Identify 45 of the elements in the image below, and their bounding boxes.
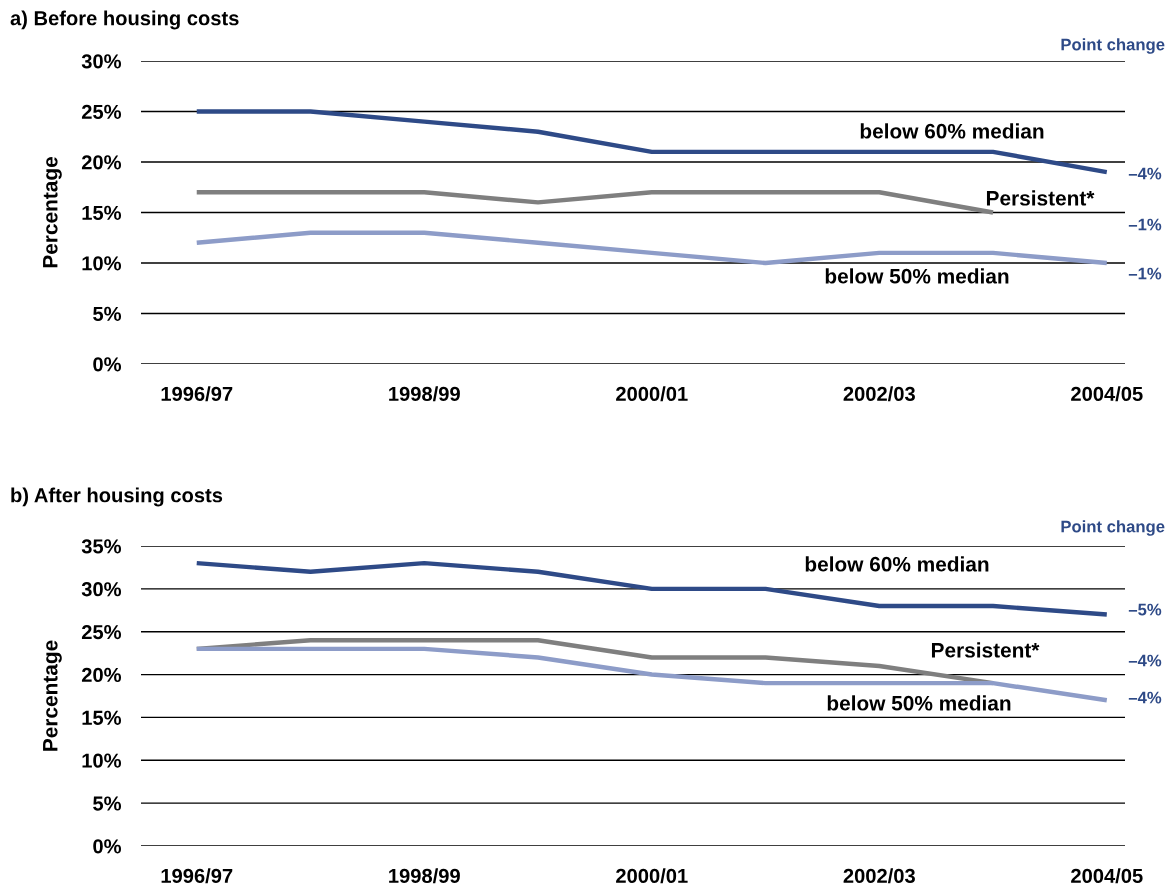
text: –1% [1128, 218, 1162, 231]
y-tick-label: 10% [82, 256, 122, 271]
x-tick-label: 1998/99 [389, 868, 460, 884]
y-tick-label: 15% [82, 205, 122, 220]
y-axis-title: Percentage [43, 640, 62, 751]
chart-title: b) After housing costs [11, 487, 223, 507]
y-tick-label: 5% [93, 796, 122, 811]
y-tick-label: 25% [81, 624, 122, 640]
text: –4% [1128, 167, 1162, 180]
series-label: below 50% median [827, 695, 1011, 711]
y-tick-label: 30% [81, 54, 122, 69]
x-tick-label: 2004/05 [1071, 868, 1143, 884]
x-tick-label: 2002/03 [843, 868, 915, 884]
y-tick-label: 5% [93, 306, 122, 321]
x-tick-label: 1998/99 [389, 386, 460, 402]
series-label: below 50% median [825, 268, 1009, 284]
y-tick-label: 20% [81, 155, 122, 170]
chart-title: a) Before housing costs [10, 10, 239, 30]
y-tick-label: 0% [93, 839, 122, 854]
y-tick-label: 20% [81, 667, 122, 683]
y-tick-label: 15% [82, 710, 122, 725]
text: Point change [1061, 520, 1165, 536]
x-tick-label: 2004/05 [1071, 386, 1143, 402]
x-tick-label: 2000/01 [616, 868, 688, 884]
y-tick-label: 25% [81, 104, 122, 119]
y-tick-label: 10% [82, 753, 122, 768]
text: –5% [1128, 603, 1162, 616]
series-label: below 60% median [860, 123, 1044, 139]
y-tick-label: 35% [81, 539, 122, 554]
line-series [194, 230, 1110, 266]
y-axis-title: Percentage [43, 157, 62, 268]
y-tick-label: 30% [81, 582, 122, 597]
series-label: below 60% median [805, 556, 989, 572]
line-series [194, 109, 1110, 175]
x-tick-label: 1996/97 [161, 868, 233, 884]
series-label: Persistent* [931, 642, 1040, 658]
text: –1% [1128, 267, 1162, 280]
y-tick-label: 0% [93, 357, 122, 372]
x-tick-label: 2000/01 [616, 386, 688, 402]
series-label: Persistent* [986, 190, 1095, 206]
x-tick-label: 1996/97 [161, 386, 233, 402]
text: –4% [1128, 691, 1162, 704]
text: Point change [1061, 38, 1165, 54]
text: –4% [1128, 654, 1162, 667]
x-tick-label: 2002/03 [843, 386, 915, 402]
